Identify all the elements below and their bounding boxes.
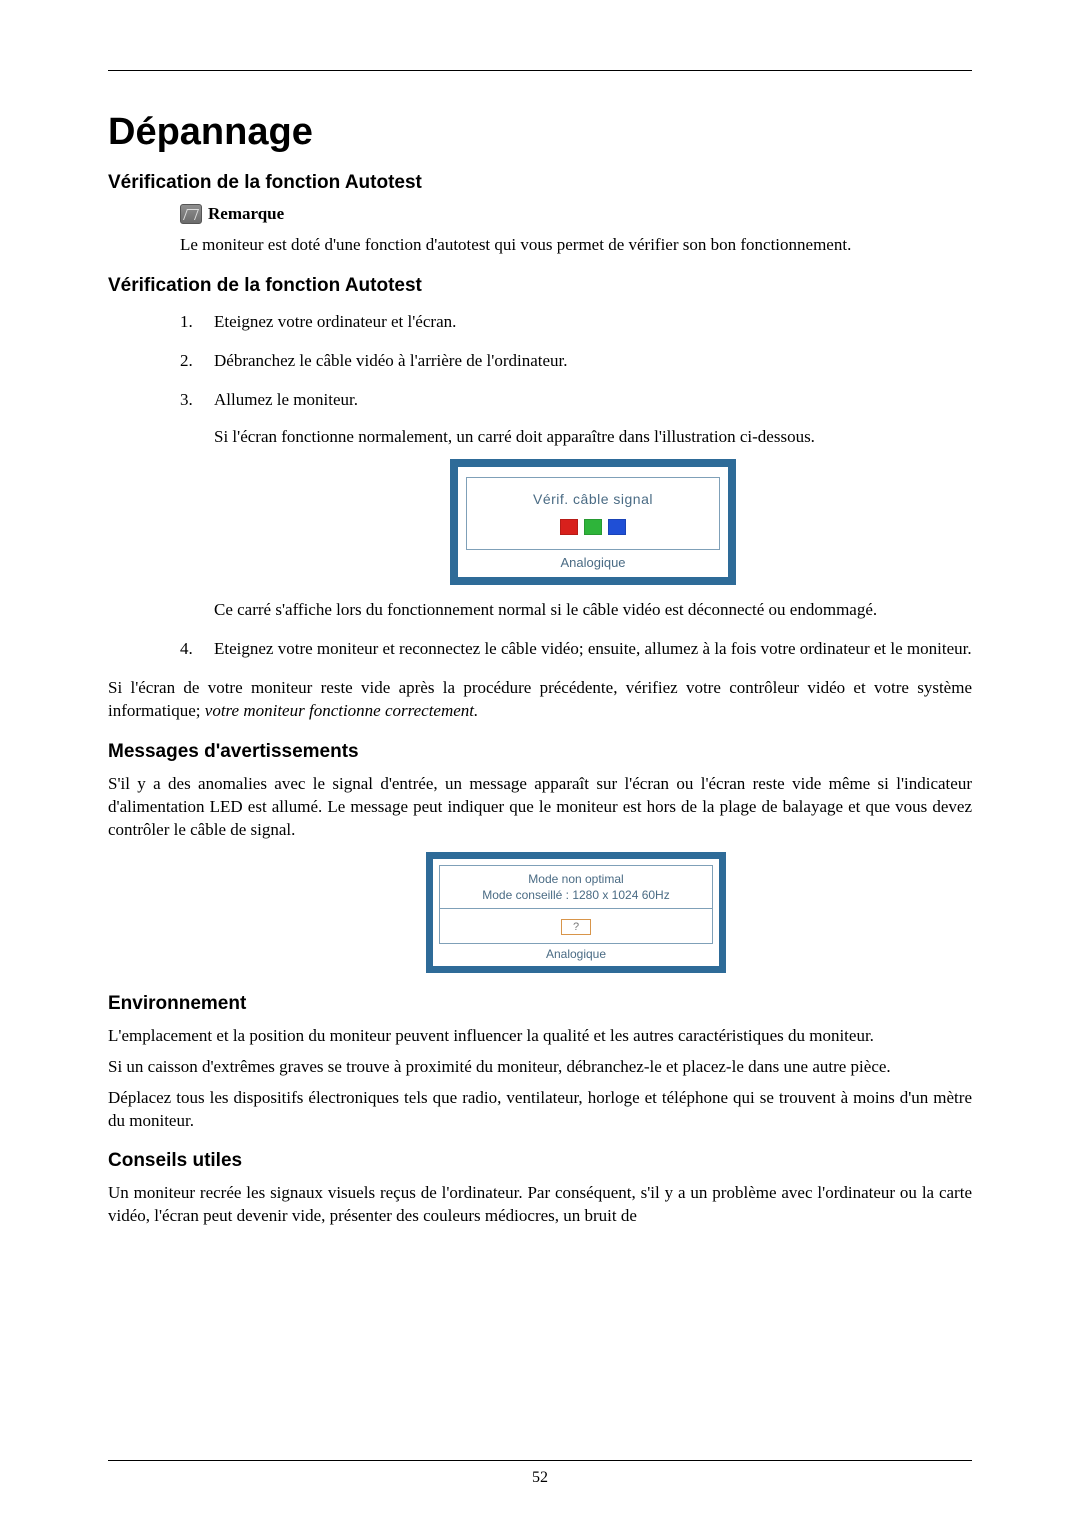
- autotest-closing-text: Si l'écran de votre moniteur reste vide …: [108, 677, 972, 723]
- panel-inner: Vérif. câble signal: [458, 467, 728, 550]
- tips-p1: Un moniteur recrée les signaux visuels r…: [108, 1182, 972, 1228]
- list-item-text: Eteignez votre moniteur et reconnectez l…: [214, 638, 972, 661]
- section-heading-tips: Conseils utiles: [108, 1150, 972, 1172]
- panel-qmark-box: ?: [439, 909, 713, 944]
- top-rule: [108, 70, 972, 71]
- list-item-subtext: Si l'écran fonctionne normalement, un ca…: [214, 426, 972, 449]
- panel-title: Vérif. câble signal: [473, 490, 713, 509]
- env-p3: Déplacez tous les dispositifs électroniq…: [108, 1087, 972, 1133]
- list-item: Allumez le moniteur. Si l'écran fonction…: [180, 389, 972, 622]
- note-block: Remarque Le moniteur est doté d'une fonc…: [180, 204, 972, 257]
- panel-text-box: Mode non optimal Mode conseillé : 1280 x…: [439, 865, 713, 909]
- signal-check-panel: Vérif. câble signal Analogique: [450, 459, 736, 585]
- warnings-text: S'il y a des anomalies avec le signal d'…: [108, 773, 972, 842]
- page-number: 52: [0, 1469, 1080, 1487]
- section-heading-warnings: Messages d'avertissements: [108, 741, 972, 763]
- note-icon: [180, 204, 202, 224]
- list-item-text: Eteignez votre ordinateur et l'écran.: [214, 311, 972, 334]
- autotest-steps-list: Eteignez votre ordinateur et l'écran. Dé…: [180, 311, 972, 661]
- panel-footer: Analogique: [433, 944, 719, 966]
- list-item-text: Allumez le moniteur.: [214, 389, 972, 412]
- bottom-rule: [108, 1460, 972, 1461]
- list-item: Débranchez le câble vidéo à l'arrière de…: [180, 350, 972, 373]
- qmark-button: ?: [561, 919, 591, 935]
- color-square-red: [560, 519, 578, 535]
- color-square-blue: [608, 519, 626, 535]
- document-page: Dépannage Vérification de la fonction Au…: [0, 0, 1080, 1527]
- color-squares-row: [473, 519, 713, 535]
- note-row: Remarque: [180, 204, 972, 224]
- section-heading-autotest-2: Vérification de la fonction Autotest: [108, 275, 972, 297]
- closing-italic: votre moniteur fonctionne correctement.: [205, 701, 479, 720]
- panel-box: Vérif. câble signal: [466, 477, 720, 550]
- list-item: Eteignez votre moniteur et reconnectez l…: [180, 638, 972, 661]
- panel-footer: Analogique: [458, 550, 728, 578]
- env-p1: L'emplacement et la position du moniteur…: [108, 1025, 972, 1048]
- page-title: Dépannage: [108, 111, 972, 154]
- note-label: Remarque: [208, 204, 284, 224]
- list-item: Eteignez votre ordinateur et l'écran.: [180, 311, 972, 334]
- panel-line-1: Mode non optimal: [444, 872, 708, 886]
- note-text: Le moniteur est doté d'une fonction d'au…: [180, 234, 972, 257]
- panel2-wrap: Mode non optimal Mode conseillé : 1280 x…: [180, 852, 972, 973]
- mode-panel: Mode non optimal Mode conseillé : 1280 x…: [426, 852, 726, 973]
- panel-line-2: Mode conseillé : 1280 x 1024 60Hz: [444, 888, 708, 902]
- list-item-text: Débranchez le câble vidéo à l'arrière de…: [214, 350, 972, 373]
- panel-inner: Mode non optimal Mode conseillé : 1280 x…: [433, 859, 719, 944]
- section-heading-autotest-1: Vérification de la fonction Autotest: [108, 172, 972, 194]
- section-heading-environment: Environnement: [108, 993, 972, 1015]
- list-item-after-panel: Ce carré s'affiche lors du fonctionnemen…: [214, 599, 972, 622]
- env-p2: Si un caisson d'extrêmes graves se trouv…: [108, 1056, 972, 1079]
- color-square-green: [584, 519, 602, 535]
